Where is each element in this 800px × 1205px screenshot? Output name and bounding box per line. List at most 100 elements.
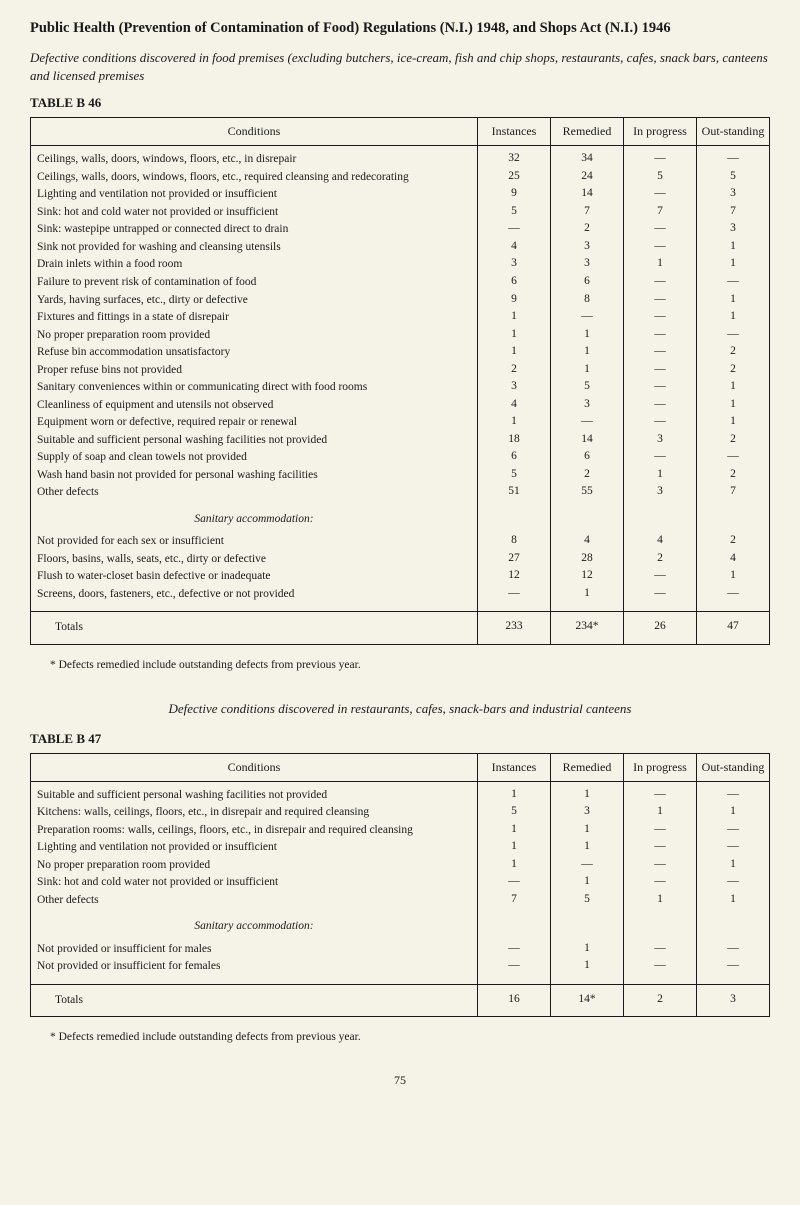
row-remedied: — (551, 309, 624, 327)
row-outstanding: 3 (697, 186, 770, 204)
row-progress: — (624, 822, 697, 840)
row-desc: Flush to water-closet basin defective or… (31, 568, 478, 586)
row-instances: 1 (478, 839, 551, 857)
row-instances: 4 (478, 239, 551, 257)
table-row: Other defects515537 (31, 484, 770, 502)
row-instances: 12 (478, 568, 551, 586)
row-outstanding: 1 (697, 892, 770, 910)
row-outstanding: — (697, 941, 770, 959)
row-instances: 6 (478, 274, 551, 292)
col-outstanding: Out-standing (697, 118, 770, 146)
row-instances: 5 (478, 204, 551, 222)
totals-outstanding: 3 (697, 984, 770, 1017)
row-instances: — (478, 958, 551, 976)
col-remedied: Remedied (551, 118, 624, 146)
row-outstanding: 1 (697, 414, 770, 432)
row-outstanding: 4 (697, 551, 770, 569)
table-row: Ceilings, walls, doors, windows, floors,… (31, 169, 770, 187)
table-row: Not provided for each sex or insufficien… (31, 533, 770, 551)
table-row: Other defects7511 (31, 892, 770, 910)
row-instances: 1 (478, 344, 551, 362)
table-row: Flush to water-closet basin defective or… (31, 568, 770, 586)
table-row: Not provided or insufficient for females… (31, 958, 770, 976)
table-row: Sink not provided for washing and cleans… (31, 239, 770, 257)
row-progress: — (624, 309, 697, 327)
row-progress: 3 (624, 484, 697, 502)
row-progress: — (624, 414, 697, 432)
row-remedied: 28 (551, 551, 624, 569)
row-remedied: 34 (551, 146, 624, 169)
table-row: Failure to prevent risk of contamination… (31, 274, 770, 292)
row-progress: — (624, 239, 697, 257)
row-progress: — (624, 146, 697, 169)
table-row: Yards, having surfaces, etc., dirty or d… (31, 292, 770, 310)
row-outstanding: — (697, 874, 770, 892)
row-outstanding: 1 (697, 309, 770, 327)
table-row: Supply of soap and clean towels not prov… (31, 449, 770, 467)
table-46-label: TABLE B 46 (30, 95, 770, 111)
row-desc: Sink: hot and cold water not provided or… (31, 204, 478, 222)
col-in-progress-47: In progress (624, 753, 697, 781)
row-remedied: 55 (551, 484, 624, 502)
row-progress: 4 (624, 533, 697, 551)
row-progress: — (624, 857, 697, 875)
row-outstanding: 2 (697, 362, 770, 380)
footnote-46: * Defects remedied include outstanding d… (50, 659, 770, 671)
row-instances: 51 (478, 484, 551, 502)
row-outstanding: — (697, 586, 770, 604)
row-instances: 1 (478, 822, 551, 840)
table-row: Sink: hot and cold water not provided or… (31, 204, 770, 222)
totals-label: Totals (31, 984, 478, 1017)
row-instances: 25 (478, 169, 551, 187)
row-instances: 18 (478, 432, 551, 450)
row-desc: Failure to prevent risk of contamination… (31, 274, 478, 292)
row-instances: 27 (478, 551, 551, 569)
table-row: Suitable and sufficient personal washing… (31, 781, 770, 804)
col-instances: Instances (478, 118, 551, 146)
col-outstanding-47: Out-standing (697, 753, 770, 781)
row-remedied: 8 (551, 292, 624, 310)
row-desc: Refuse bin accommodation unsatisfactory (31, 344, 478, 362)
row-progress: — (624, 449, 697, 467)
row-desc: Preparation rooms: walls, ceilings, floo… (31, 822, 478, 840)
row-remedied: 5 (551, 379, 624, 397)
row-desc: Proper refuse bins not provided (31, 362, 478, 380)
col-remedied-47: Remedied (551, 753, 624, 781)
row-remedied: 12 (551, 568, 624, 586)
row-desc: Not provided or insufficient for females (31, 958, 478, 976)
row-desc: Fixtures and fittings in a state of disr… (31, 309, 478, 327)
table-row: No proper preparation room provided1——1 (31, 857, 770, 875)
col-instances-47: Instances (478, 753, 551, 781)
row-outstanding: 7 (697, 204, 770, 222)
table-row: Lighting and ventilation not provided or… (31, 186, 770, 204)
row-desc: Not provided for each sex or insufficien… (31, 533, 478, 551)
row-progress: 1 (624, 804, 697, 822)
row-remedied: — (551, 857, 624, 875)
table-row: Kitchens: walls, ceilings, floors, etc.,… (31, 804, 770, 822)
row-progress: — (624, 781, 697, 804)
row-outstanding: 1 (697, 804, 770, 822)
row-progress: — (624, 327, 697, 345)
row-desc: Floors, basins, walls, seats, etc., dirt… (31, 551, 478, 569)
row-progress: — (624, 292, 697, 310)
gap-row (31, 603, 770, 612)
row-outstanding: — (697, 822, 770, 840)
row-remedied: 6 (551, 274, 624, 292)
totals-progress: 2 (624, 984, 697, 1017)
row-instances: — (478, 874, 551, 892)
table-row: Ceilings, walls, doors, windows, floors,… (31, 146, 770, 169)
section-label: Sanitary accommodation: (31, 502, 478, 534)
row-remedied: 1 (551, 586, 624, 604)
row-instances: 8 (478, 533, 551, 551)
row-progress: — (624, 274, 697, 292)
row-desc: Yards, having surfaces, etc., dirty or d… (31, 292, 478, 310)
row-desc: Sink not provided for washing and cleans… (31, 239, 478, 257)
row-instances: 1 (478, 781, 551, 804)
row-remedied: 1 (551, 781, 624, 804)
row-desc: Kitchens: walls, ceilings, floors, etc.,… (31, 804, 478, 822)
row-instances: 3 (478, 379, 551, 397)
row-remedied: 1 (551, 344, 624, 362)
row-progress: 1 (624, 892, 697, 910)
intro-paragraph: Defective conditions discovered in food … (30, 49, 770, 85)
page-number: 75 (30, 1073, 770, 1088)
